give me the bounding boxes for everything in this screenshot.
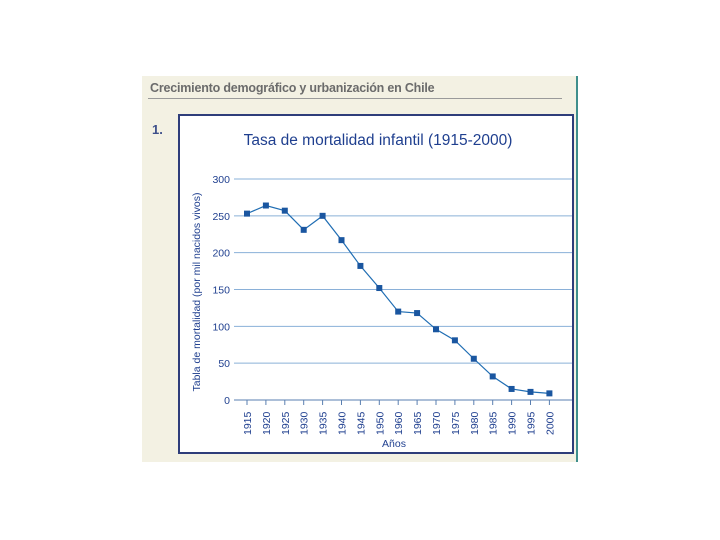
data-point-1995 xyxy=(527,388,534,395)
data-point-1990 xyxy=(508,385,515,392)
x-tick-label: 1940 xyxy=(337,411,349,435)
chart-grid xyxy=(234,178,572,401)
data-point-1920 xyxy=(262,202,269,209)
x-tick-label: 2000 xyxy=(544,411,556,435)
x-tick-label: 1970 xyxy=(431,411,443,435)
x-tick-label: 1985 xyxy=(488,411,500,435)
data-point-1980 xyxy=(470,355,477,362)
chart-title: Tasa de mortalidad infantil (1915-2000) xyxy=(244,132,513,149)
x-axis-label: Años xyxy=(382,438,406,450)
data-point-1935 xyxy=(319,212,326,219)
data-point-1960 xyxy=(395,308,402,315)
chart-frame: Tasa de mortalidad infantil (1915-2000) … xyxy=(178,114,574,454)
data-point-1925 xyxy=(281,207,288,214)
header-divider xyxy=(148,98,562,99)
panel-border-right xyxy=(576,76,578,462)
y-axis-label: Tabla de mortalidad (por mil nacidos viv… xyxy=(191,192,203,391)
data-point-1970 xyxy=(433,326,439,333)
y-tick-label: 250 xyxy=(212,211,230,223)
x-tick-label: 1930 xyxy=(299,411,311,435)
figure-number: 1. xyxy=(152,122,163,137)
x-tick-label: 1945 xyxy=(355,411,367,435)
x-tick-label: 1920 xyxy=(261,411,273,435)
data-point-2000 xyxy=(546,390,553,397)
data-point-1930 xyxy=(300,226,307,233)
x-tick-label: 1960 xyxy=(393,411,405,435)
line-chart: Tasa de mortalidad infantil (1915-2000) … xyxy=(191,132,572,450)
x-tick-label: 1990 xyxy=(507,411,519,435)
x-tick-label: 1935 xyxy=(318,411,330,435)
x-tick-label: 1915 xyxy=(242,411,254,435)
x-tick-label: 1950 xyxy=(374,411,386,435)
data-point-1915 xyxy=(244,210,250,217)
y-tick-label: 200 xyxy=(212,248,230,260)
data-point-1985 xyxy=(489,373,496,380)
y-tick-label: 50 xyxy=(218,358,230,370)
y-tick-label: 300 xyxy=(212,174,230,186)
data-point-1975 xyxy=(451,337,458,344)
y-tick-label: 100 xyxy=(212,321,230,333)
y-tick-label: 0 xyxy=(224,395,230,407)
x-tick-label: 1965 xyxy=(412,411,424,435)
y-tick-label: 150 xyxy=(212,285,230,297)
y-axis-ticks: 0 50 100 150 200 250 300 xyxy=(212,174,230,407)
page-header: Crecimiento demográfico y urbanización e… xyxy=(150,81,435,95)
series-line xyxy=(246,204,550,394)
x-tick-label: 1975 xyxy=(450,411,462,435)
series-markers xyxy=(244,202,553,397)
x-tick-label: 1980 xyxy=(469,411,481,435)
data-point-1950 xyxy=(376,285,383,292)
data-point-1945 xyxy=(357,262,364,269)
data-point-1965 xyxy=(414,310,421,317)
x-axis-ticks: 1915 1920 1925 1930 1935 1940 1945 1950 1960 1965… xyxy=(242,400,556,435)
data-point-1940 xyxy=(338,237,345,244)
x-tick-label: 1995 xyxy=(526,411,538,435)
x-tick-label: 1925 xyxy=(280,411,292,435)
